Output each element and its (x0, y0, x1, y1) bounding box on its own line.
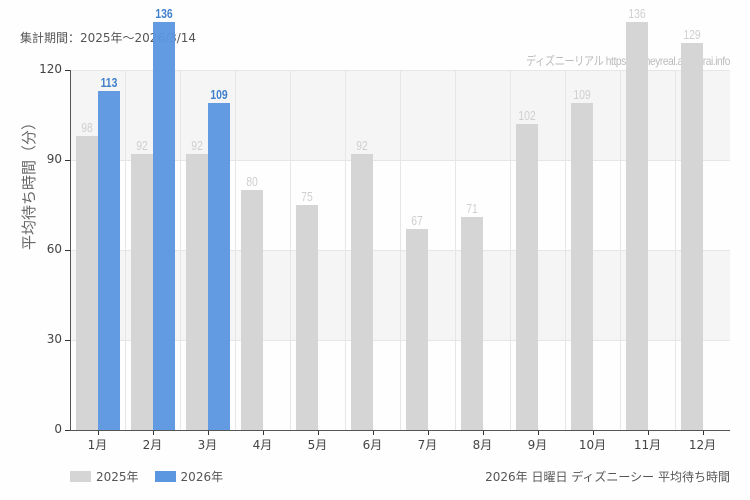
value-label: 98 (80, 120, 93, 135)
y-tick (65, 250, 70, 251)
value-label: 109 (209, 87, 228, 102)
y-tick-label: 60 (46, 242, 62, 256)
v-gridline (510, 70, 511, 430)
value-label: 109 (572, 87, 591, 102)
legend-label-2025: 2025年 (96, 470, 139, 484)
y-tick-label: 120 (39, 62, 62, 76)
x-tick (152, 430, 154, 435)
value-label: 67 (410, 213, 423, 228)
legend-swatch-2026 (154, 471, 176, 482)
x-tick (97, 430, 99, 435)
bar-s2025-4[interactable] (240, 190, 263, 430)
y-tick-label: 90 (46, 152, 62, 166)
bar-s2025-8[interactable] (460, 217, 483, 430)
x-tick-label: 3月 (197, 438, 218, 452)
x-tick-label: 7月 (417, 438, 438, 452)
period-label: 集計期間：2025年～2026/3/14 (20, 31, 197, 45)
v-gridline (565, 70, 566, 430)
value-label: 113 (100, 75, 117, 90)
bar-s2026-3[interactable] (207, 103, 230, 430)
y-axis-title: 平均待ち時間（分） (20, 114, 38, 250)
v-gridline (235, 70, 236, 430)
x-tick-label: 1月 (87, 438, 108, 452)
x-tick-label: 8月 (472, 438, 493, 452)
x-tick (647, 430, 649, 435)
x-tick-label: 11月 (633, 438, 662, 452)
x-tick-label: 6月 (362, 438, 383, 452)
bar-s2025-9[interactable] (515, 124, 538, 430)
value-label: 71 (465, 201, 478, 216)
x-tick (372, 430, 374, 435)
v-gridline (345, 70, 346, 430)
bar-s2025-1[interactable] (75, 136, 98, 430)
x-tick (592, 430, 594, 435)
x-tick (537, 430, 539, 435)
value-label: 136 (627, 6, 646, 21)
x-tick-label: 2月 (142, 438, 163, 452)
bar-s2025-3[interactable] (185, 154, 208, 430)
value-label: 129 (682, 27, 701, 42)
y-axis (70, 70, 71, 430)
x-tick (317, 430, 319, 435)
bar-s2025-2[interactable] (130, 154, 153, 430)
v-gridline (180, 70, 181, 430)
bar-s2025-5[interactable] (295, 205, 318, 430)
x-axis (70, 430, 730, 431)
y-tick-label: 30 (46, 332, 62, 346)
value-label: 102 (517, 108, 536, 123)
legend: 2025年 2026年 (70, 468, 239, 485)
v-gridline (675, 70, 676, 430)
x-tick-label: 5月 (307, 438, 328, 452)
value-label: 136 (154, 6, 173, 21)
y-tick (65, 160, 70, 161)
legend-swatch-2025 (70, 471, 91, 482)
x-tick-label: 10月 (578, 438, 607, 452)
v-gridline (290, 70, 291, 430)
x-tick (262, 430, 264, 435)
value-label: 92 (135, 138, 148, 153)
x-tick-label: 9月 (527, 438, 548, 452)
value-label: 92 (190, 138, 203, 153)
v-gridline (455, 70, 456, 430)
legend-label-2026: 2026年 (180, 470, 224, 484)
bar-s2025-10[interactable] (570, 103, 593, 430)
chart-caption: 2026年 日曜日 ディズニーシー 平均待ち時間 (485, 470, 730, 484)
y-tick-label: 0 (54, 422, 62, 436)
x-tick (207, 430, 209, 435)
y-tick (65, 340, 70, 341)
value-label: 75 (300, 189, 313, 204)
v-gridline (125, 70, 126, 430)
y-tick (65, 430, 70, 431)
bar-s2025-6[interactable] (350, 154, 373, 430)
bar-s2025-12[interactable] (680, 43, 703, 430)
x-tick-label: 12月 (688, 438, 717, 452)
x-tick (482, 430, 484, 435)
bar-s2026-2[interactable] (152, 22, 175, 430)
value-label: 92 (355, 138, 368, 153)
plot-area: 0 30 60 90 120 98 113 1月 92 136 2月 92 109 3月 80 4月 75 5月 9… (39, 6, 730, 452)
legend-item-2026[interactable]: 2026年 (154, 468, 224, 485)
v-gridline (620, 70, 621, 430)
x-tick-label: 4月 (252, 438, 273, 452)
bar-s2025-7[interactable] (405, 229, 428, 430)
value-label: 80 (245, 174, 258, 189)
bar-s2025-11[interactable] (625, 22, 648, 430)
x-tick (702, 430, 704, 435)
y-tick (65, 70, 70, 71)
x-tick (427, 430, 429, 435)
legend-item-2025[interactable]: 2025年 (70, 468, 139, 485)
bar-s2026-1[interactable] (97, 91, 120, 430)
v-gridline (400, 70, 401, 430)
